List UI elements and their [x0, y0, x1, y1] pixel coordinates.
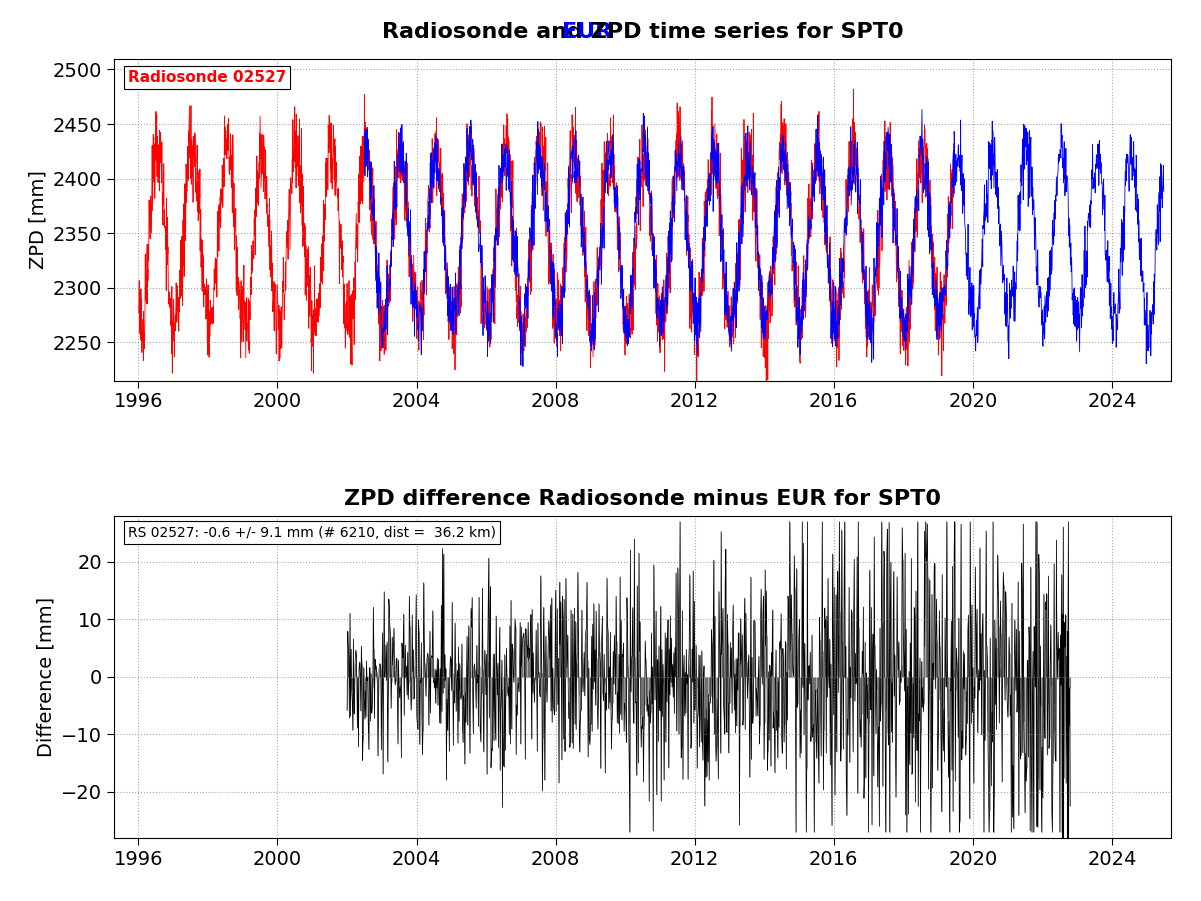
Y-axis label: ZPD [mm]: ZPD [mm] [29, 170, 47, 269]
Text: Radiosonde 02527: Radiosonde 02527 [127, 70, 286, 85]
Y-axis label: Difference [mm]: Difference [mm] [37, 596, 55, 757]
Text: ZPD time series for SPT0: ZPD time series for SPT0 [582, 23, 903, 42]
Text: EUR: EUR [562, 23, 611, 42]
Title: ZPD difference Radiosonde minus EUR for SPT0: ZPD difference Radiosonde minus EUR for … [343, 488, 942, 509]
Text: Radiosonde and: Radiosonde and [382, 23, 591, 42]
Text: RS 02527: -0.6 +/- 9.1 mm (# 6210, dist =  36.2 km): RS 02527: -0.6 +/- 9.1 mm (# 6210, dist … [127, 525, 496, 540]
